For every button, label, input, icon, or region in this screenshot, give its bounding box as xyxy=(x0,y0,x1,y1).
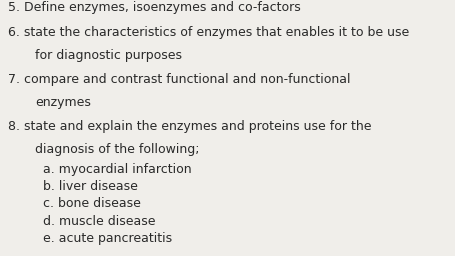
Text: for diagnostic purposes: for diagnostic purposes xyxy=(35,49,182,62)
Text: a. myocardial infarction: a. myocardial infarction xyxy=(43,163,192,176)
Text: 7. compare and contrast functional and non-functional: 7. compare and contrast functional and n… xyxy=(8,73,351,86)
Text: 5. Define enzymes, isoenzymes and co-factors: 5. Define enzymes, isoenzymes and co-fac… xyxy=(8,1,301,14)
Text: d. muscle disease: d. muscle disease xyxy=(43,215,156,228)
Text: enzymes: enzymes xyxy=(35,96,91,109)
Text: 6. state the characteristics of enzymes that enables it to be use: 6. state the characteristics of enzymes … xyxy=(8,26,410,39)
Text: e. acute pancreatitis: e. acute pancreatitis xyxy=(43,232,172,245)
Text: c. bone disease: c. bone disease xyxy=(43,197,141,210)
Text: b. liver disease: b. liver disease xyxy=(43,180,138,193)
Text: diagnosis of the following;: diagnosis of the following; xyxy=(35,143,200,156)
Text: 8. state and explain the enzymes and proteins use for the: 8. state and explain the enzymes and pro… xyxy=(8,120,372,133)
